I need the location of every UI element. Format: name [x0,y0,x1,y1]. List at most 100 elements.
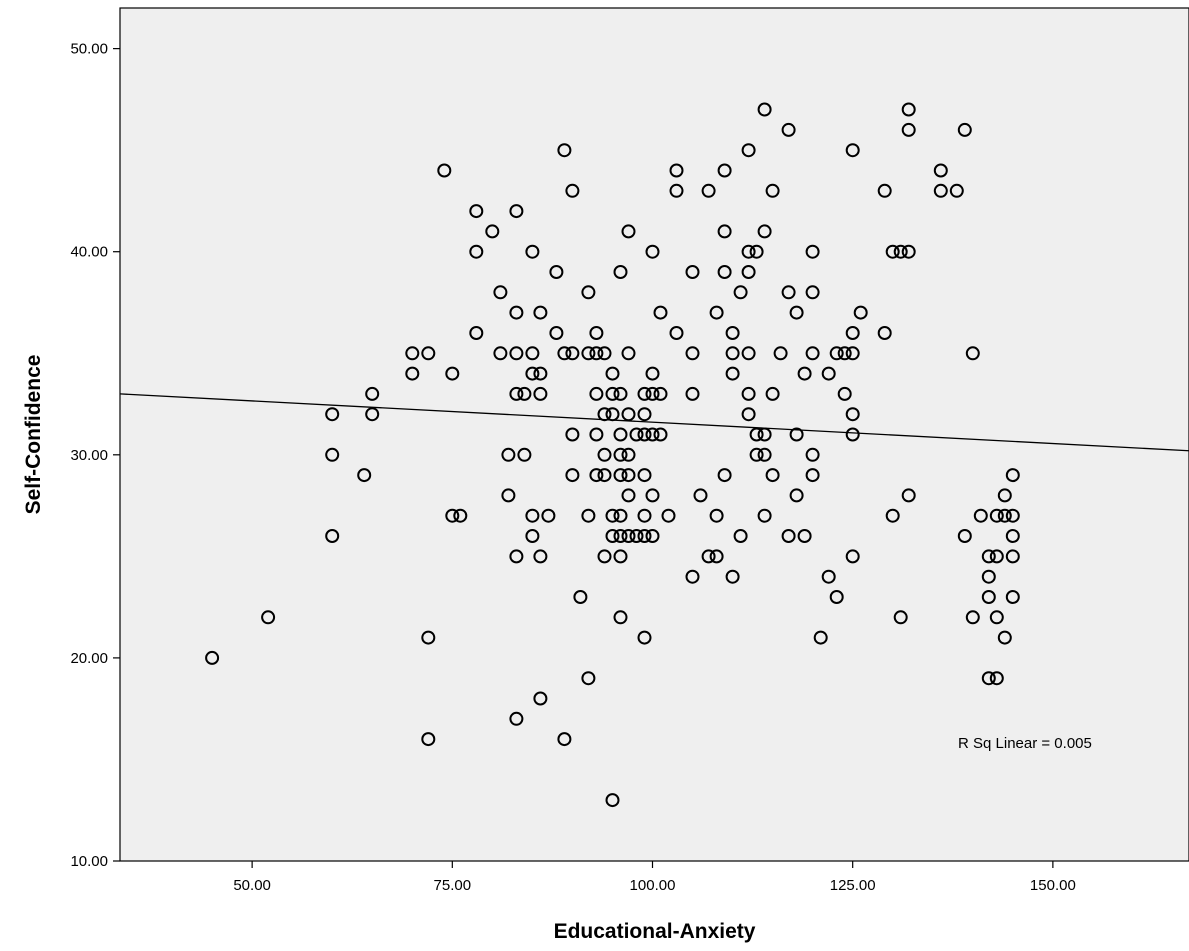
data-point [509,386,524,401]
data-point [717,224,732,239]
data-point [901,122,916,137]
data-point [637,407,652,422]
data-point [709,305,724,320]
data-point [989,549,1004,564]
data-point [853,305,868,320]
data-point [613,508,628,523]
data-point [469,204,484,219]
data-point [325,447,340,462]
x-tick-label: 150.00 [1030,877,1076,894]
data-point [653,386,668,401]
data-point [621,529,636,543]
y-tick-label: 50.00 [70,41,108,58]
data-point [509,549,524,564]
data-point [597,549,612,564]
data-point [613,468,628,483]
data-point [741,407,756,422]
data-point [981,549,996,564]
data-point [581,508,596,523]
data-point [589,386,604,401]
data-point [685,569,700,584]
data-point [637,468,652,483]
data-point [725,569,740,584]
data-point [621,447,636,462]
data-point [437,163,452,178]
data-point [997,488,1012,503]
data-point [845,346,860,361]
data-point [581,285,596,300]
data-point [589,346,604,361]
data-point [501,447,516,462]
data-point [725,366,740,381]
data-point [597,447,612,462]
data-point [613,549,628,564]
data-point [581,671,596,686]
data-point [741,265,756,279]
data-point [597,468,612,483]
data-point [989,671,1004,686]
data-point [757,508,772,523]
data-point [605,386,620,401]
data-point [325,407,340,422]
data-point [533,366,548,381]
data-point [661,508,676,523]
data-point [997,508,1012,523]
data-point [645,386,660,401]
data-point [821,366,836,381]
data-point [837,386,852,401]
data-point [685,265,700,279]
data-point [533,691,548,706]
data-point [805,244,820,259]
data-point [733,285,748,300]
data-point [893,610,908,625]
data-point [645,244,660,259]
data-point [709,549,724,564]
data-point [605,508,620,523]
data-point [781,122,796,137]
data-point [773,346,788,361]
data-point [1005,529,1020,543]
data-point [621,468,636,483]
data-point [749,244,764,259]
data-point [637,508,652,523]
data-point [565,468,580,483]
data-point [621,346,636,361]
data-point [957,122,972,137]
data-point [645,529,660,543]
data-point [829,590,844,604]
data-point [717,163,732,178]
data-point [1005,508,1020,523]
data-point [805,346,820,361]
data-point [493,285,508,300]
data-point [589,468,604,483]
data-point [517,386,532,401]
y-tick-label: 40.00 [70,244,108,261]
data-point [757,102,772,117]
data-point [549,326,564,340]
r-squared-annotation: R Sq Linear = 0.005 [958,735,1092,752]
data-point [525,508,540,523]
data-point [261,610,276,625]
data-point [965,346,980,361]
data-point [845,427,860,442]
data-point [645,488,660,503]
fit-line [119,393,1189,452]
data-point [589,326,604,340]
data-point [533,386,548,401]
data-point [421,732,436,747]
data-point [845,549,860,564]
data-point [613,265,628,279]
data-point [757,447,772,462]
data-point [781,529,796,543]
data-point [485,224,500,239]
data-point [989,610,1004,625]
data-point [653,427,668,442]
data-point [613,610,628,625]
x-tick-label: 100.00 [630,877,676,894]
data-point [637,386,652,401]
data-point [837,346,852,361]
data-point [669,326,684,340]
data-point [797,366,812,381]
x-tick-label: 50.00 [233,877,271,894]
data-point [1005,468,1020,483]
